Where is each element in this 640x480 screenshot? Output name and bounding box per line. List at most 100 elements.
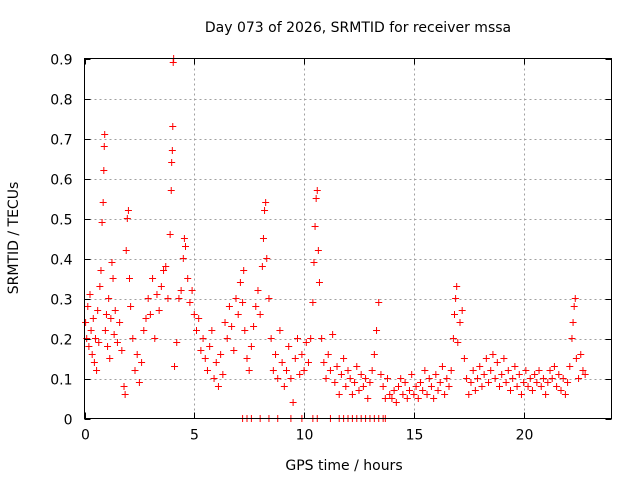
data-point xyxy=(515,371,523,378)
data-point xyxy=(107,315,115,322)
data-point xyxy=(168,159,176,166)
data-point xyxy=(491,375,499,382)
data-point xyxy=(212,359,220,366)
data-point xyxy=(140,327,148,334)
data-point xyxy=(307,335,315,342)
data-point xyxy=(370,351,378,358)
data-point xyxy=(388,395,396,402)
y-tick-label: 0.5 xyxy=(50,213,72,229)
data-point xyxy=(291,355,299,362)
data-point xyxy=(219,371,227,378)
data-point xyxy=(500,355,508,362)
y-tick-label: 0.1 xyxy=(50,373,72,389)
data-point xyxy=(293,335,301,342)
data-point xyxy=(561,391,569,398)
data-point xyxy=(487,367,495,374)
data-point xyxy=(254,287,262,294)
data-point xyxy=(217,351,225,358)
data-point xyxy=(498,371,506,378)
data-point xyxy=(234,311,242,318)
data-point xyxy=(524,383,532,390)
data-point xyxy=(162,263,170,270)
data-point xyxy=(175,295,183,302)
y-axis-label: SRMTID / TECUs xyxy=(6,182,22,295)
data-point xyxy=(289,399,297,406)
x-tick-label: 10 xyxy=(296,428,314,444)
data-point xyxy=(447,367,455,374)
data-point xyxy=(386,391,394,398)
data-point xyxy=(581,371,589,378)
data-point xyxy=(190,311,198,318)
data-point xyxy=(476,363,484,370)
data-point xyxy=(199,335,207,342)
data-point xyxy=(121,391,129,398)
data-point xyxy=(390,387,398,394)
data-point xyxy=(86,291,94,298)
data-point xyxy=(324,351,332,358)
data-point xyxy=(441,391,449,398)
data-point xyxy=(333,363,341,370)
data-point xyxy=(265,295,273,302)
data-point xyxy=(414,395,422,402)
data-point xyxy=(397,375,405,382)
data-point xyxy=(531,371,539,378)
data-point xyxy=(201,355,209,362)
data-point xyxy=(94,307,102,314)
data-point xyxy=(401,379,409,386)
data-point xyxy=(522,367,530,374)
data-point xyxy=(566,363,574,370)
data-point xyxy=(458,307,466,314)
data-point xyxy=(142,315,150,322)
data-point xyxy=(93,367,101,374)
data-point xyxy=(101,327,109,334)
y-tick-label: 0.2 xyxy=(50,333,72,349)
data-point xyxy=(502,379,510,386)
data-point xyxy=(90,359,98,366)
data-point xyxy=(208,327,216,334)
data-point xyxy=(285,343,293,350)
data-point xyxy=(247,343,255,350)
data-point xyxy=(228,323,236,330)
data-point xyxy=(278,359,286,366)
data-point xyxy=(577,351,585,358)
data-point xyxy=(544,379,552,386)
x-tick-label: 15 xyxy=(406,428,424,444)
data-point xyxy=(250,323,258,330)
data-point xyxy=(315,279,323,286)
data-point xyxy=(173,339,181,346)
data-point xyxy=(469,367,477,374)
data-point xyxy=(276,327,284,334)
data-point xyxy=(98,219,106,226)
x-tick-label: 0 xyxy=(81,428,90,444)
data-point xyxy=(416,379,424,386)
data-point xyxy=(167,187,175,194)
data-point xyxy=(240,267,248,274)
data-point xyxy=(82,319,90,326)
y-tick-label: 0.9 xyxy=(50,53,72,69)
data-point xyxy=(517,391,525,398)
data-point xyxy=(138,359,146,366)
data-point xyxy=(135,379,143,386)
data-point xyxy=(480,371,488,378)
data-point xyxy=(513,383,521,390)
data-point xyxy=(445,383,453,390)
x-tick-label: 20 xyxy=(516,428,534,444)
data-point xyxy=(471,387,479,394)
data-point xyxy=(110,331,118,338)
data-point xyxy=(392,399,400,406)
x-tick-label: 5 xyxy=(190,428,199,444)
data-point xyxy=(355,387,363,394)
data-point xyxy=(169,123,177,130)
data-point xyxy=(95,339,103,346)
y-tick-label: 0.7 xyxy=(50,133,72,149)
data-point xyxy=(262,199,270,206)
data-point xyxy=(230,347,238,354)
data-point xyxy=(157,283,165,290)
data-point xyxy=(425,375,433,382)
data-point xyxy=(192,327,200,334)
data-point xyxy=(300,367,308,374)
data-point xyxy=(384,375,392,382)
data-point xyxy=(460,355,468,362)
data-point xyxy=(342,383,350,390)
data-point xyxy=(467,379,475,386)
